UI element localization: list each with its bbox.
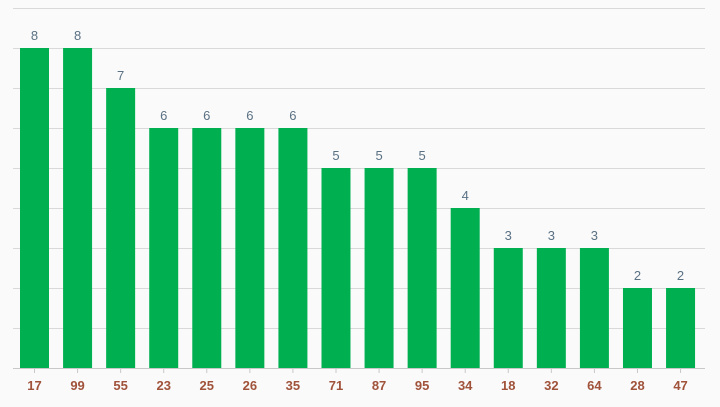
- value-label-55: 7: [117, 68, 124, 83]
- value-label-64: 3: [591, 228, 598, 243]
- x-tick-label-47: 47: [673, 378, 687, 393]
- bar-71: [321, 168, 351, 368]
- value-label-23: 6: [160, 108, 167, 123]
- x-tick-label-25: 25: [200, 378, 214, 393]
- x-tick-label-64: 64: [587, 378, 602, 393]
- x-tick-label-71: 71: [329, 378, 343, 393]
- bar-28: [622, 288, 652, 368]
- bar-23: [149, 128, 179, 368]
- bar-34: [450, 208, 480, 368]
- value-label-35: 6: [289, 108, 296, 123]
- x-tick-label-28: 28: [630, 378, 644, 393]
- x-tick-label-95: 95: [415, 378, 429, 393]
- x-tick-label-99: 99: [70, 378, 84, 393]
- bar-25: [192, 128, 222, 368]
- value-label-71: 5: [332, 148, 339, 163]
- x-tick-label-26: 26: [243, 378, 257, 393]
- value-label-32: 3: [548, 228, 555, 243]
- value-label-34: 4: [462, 188, 469, 203]
- value-label-95: 5: [419, 148, 426, 163]
- x-tick-label-32: 32: [544, 378, 558, 393]
- bar-layer: [20, 48, 696, 368]
- value-label-87: 5: [375, 148, 382, 163]
- bar-17: [20, 48, 49, 368]
- value-label-47: 2: [677, 268, 684, 283]
- x-tick-label-23: 23: [156, 378, 170, 393]
- bar-35: [278, 128, 308, 368]
- bar-95: [407, 168, 437, 368]
- value-label-99: 8: [74, 28, 81, 43]
- value-label-28: 2: [634, 268, 641, 283]
- value-label-26: 6: [246, 108, 253, 123]
- value-label-18: 3: [505, 228, 512, 243]
- x-tick-label-17: 17: [27, 378, 41, 393]
- value-label-layer: 8 8 7 6 6 6 6 5 5 5 4 3 3 3 2 2: [31, 28, 684, 283]
- bar-47: [666, 288, 696, 368]
- x-tick-label-87: 87: [372, 378, 386, 393]
- value-label-25: 6: [203, 108, 210, 123]
- bar-64: [579, 248, 609, 368]
- bar-32: [536, 248, 566, 368]
- x-tick-label-18: 18: [501, 378, 515, 393]
- bar-99: [63, 48, 93, 368]
- bar-55: [106, 88, 136, 368]
- bar-87: [364, 168, 394, 368]
- x-axis: [13, 368, 705, 373]
- value-label-17: 8: [31, 28, 38, 43]
- x-tick-label-35: 35: [286, 378, 300, 393]
- bar-26: [235, 128, 265, 368]
- x-tick-label-layer: 17 99 55 23 25 26 35 71 87 95 34 18 32 64 28 47: [27, 378, 688, 393]
- bar-18: [493, 248, 523, 368]
- x-tick-label-34: 34: [458, 378, 473, 393]
- x-tick-label-55: 55: [113, 378, 127, 393]
